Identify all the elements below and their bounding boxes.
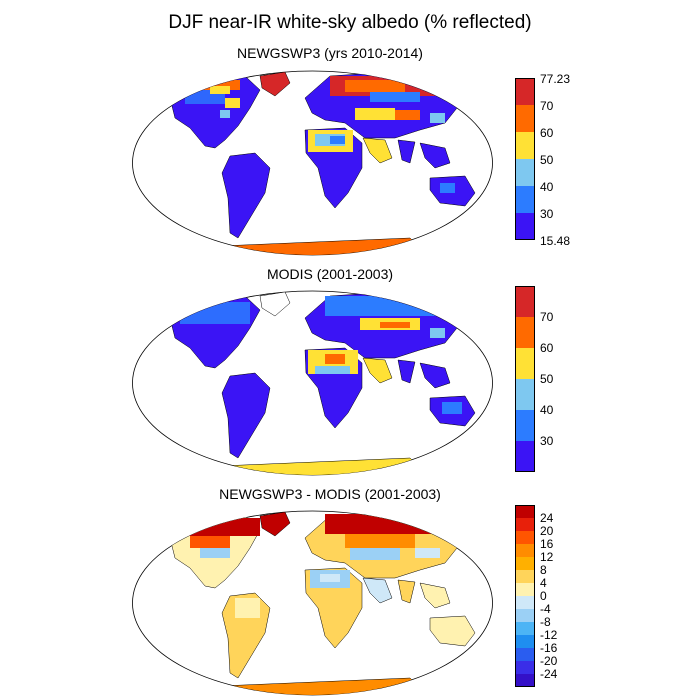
greenland-landmass: [259, 291, 291, 317]
colorbar-label: 60: [540, 126, 554, 140]
colorbar-label: 4: [540, 576, 547, 590]
colorbar-label: 77.23: [540, 72, 571, 86]
colorbar-newgswp3: [515, 78, 535, 240]
colorbar-label: 24: [540, 511, 554, 525]
colorbar-label: -20: [540, 654, 558, 668]
colorbar-label: 70: [540, 99, 554, 113]
india-landmass: [397, 579, 416, 604]
colorbar-label: 70: [540, 310, 554, 324]
india-landmass: [397, 139, 416, 164]
figure-title: DJF near-IR white-sky albedo (% reflecte…: [168, 12, 532, 33]
southeast-asia-landmass: [419, 142, 451, 169]
panel-title-difference: NEWGSWP3 - MODIS (2001-2003): [219, 486, 441, 502]
colorbar-difference: [515, 505, 535, 687]
colorbar-label: -4: [540, 602, 551, 616]
colorbar-label: 15.48: [540, 234, 571, 248]
colorbar-label: 12: [540, 550, 554, 564]
colorbar-label: -24: [540, 667, 558, 681]
colorbar-label: 8: [540, 563, 547, 577]
colorbar-label: 16: [540, 537, 554, 551]
southeast-asia-landmass: [419, 582, 451, 609]
southeast-asia-landmass: [419, 362, 451, 389]
south-america-landmass: [221, 152, 271, 239]
map-newgswp3: [132, 70, 493, 256]
colorbar-label: -16: [540, 641, 558, 655]
colorbar-label: -12: [540, 628, 558, 642]
south-america-landmass: [221, 372, 271, 459]
colorbar-label: 40: [540, 403, 554, 417]
colorbar-label: 50: [540, 153, 554, 167]
colorbar-label: 40: [540, 180, 554, 194]
map-difference: [132, 510, 493, 696]
panel-title-modis: MODIS (2001-2003): [266, 266, 394, 282]
colorbar-label: -8: [540, 615, 551, 629]
greenland-landmass: [259, 511, 291, 537]
colorbar-label: 60: [540, 341, 554, 355]
colorbar-modis: [515, 286, 535, 472]
arabia-landmass: [362, 577, 393, 604]
india-landmass: [397, 359, 416, 384]
australia-landmass: [429, 615, 476, 647]
colorbar-label: 20: [540, 524, 554, 538]
arabia-landmass: [362, 137, 393, 164]
arabia-landmass: [362, 357, 393, 384]
map-modis: [132, 290, 493, 476]
colorbar-label: 30: [540, 207, 554, 221]
greenland-landmass: [259, 71, 291, 97]
colorbar-label: 0: [540, 589, 547, 603]
colorbar-label: 50: [540, 372, 554, 386]
colorbar-label: 30: [540, 434, 554, 448]
panel-title-newgswp3: NEWGSWP3 (yrs 2010-2014): [237, 45, 423, 61]
